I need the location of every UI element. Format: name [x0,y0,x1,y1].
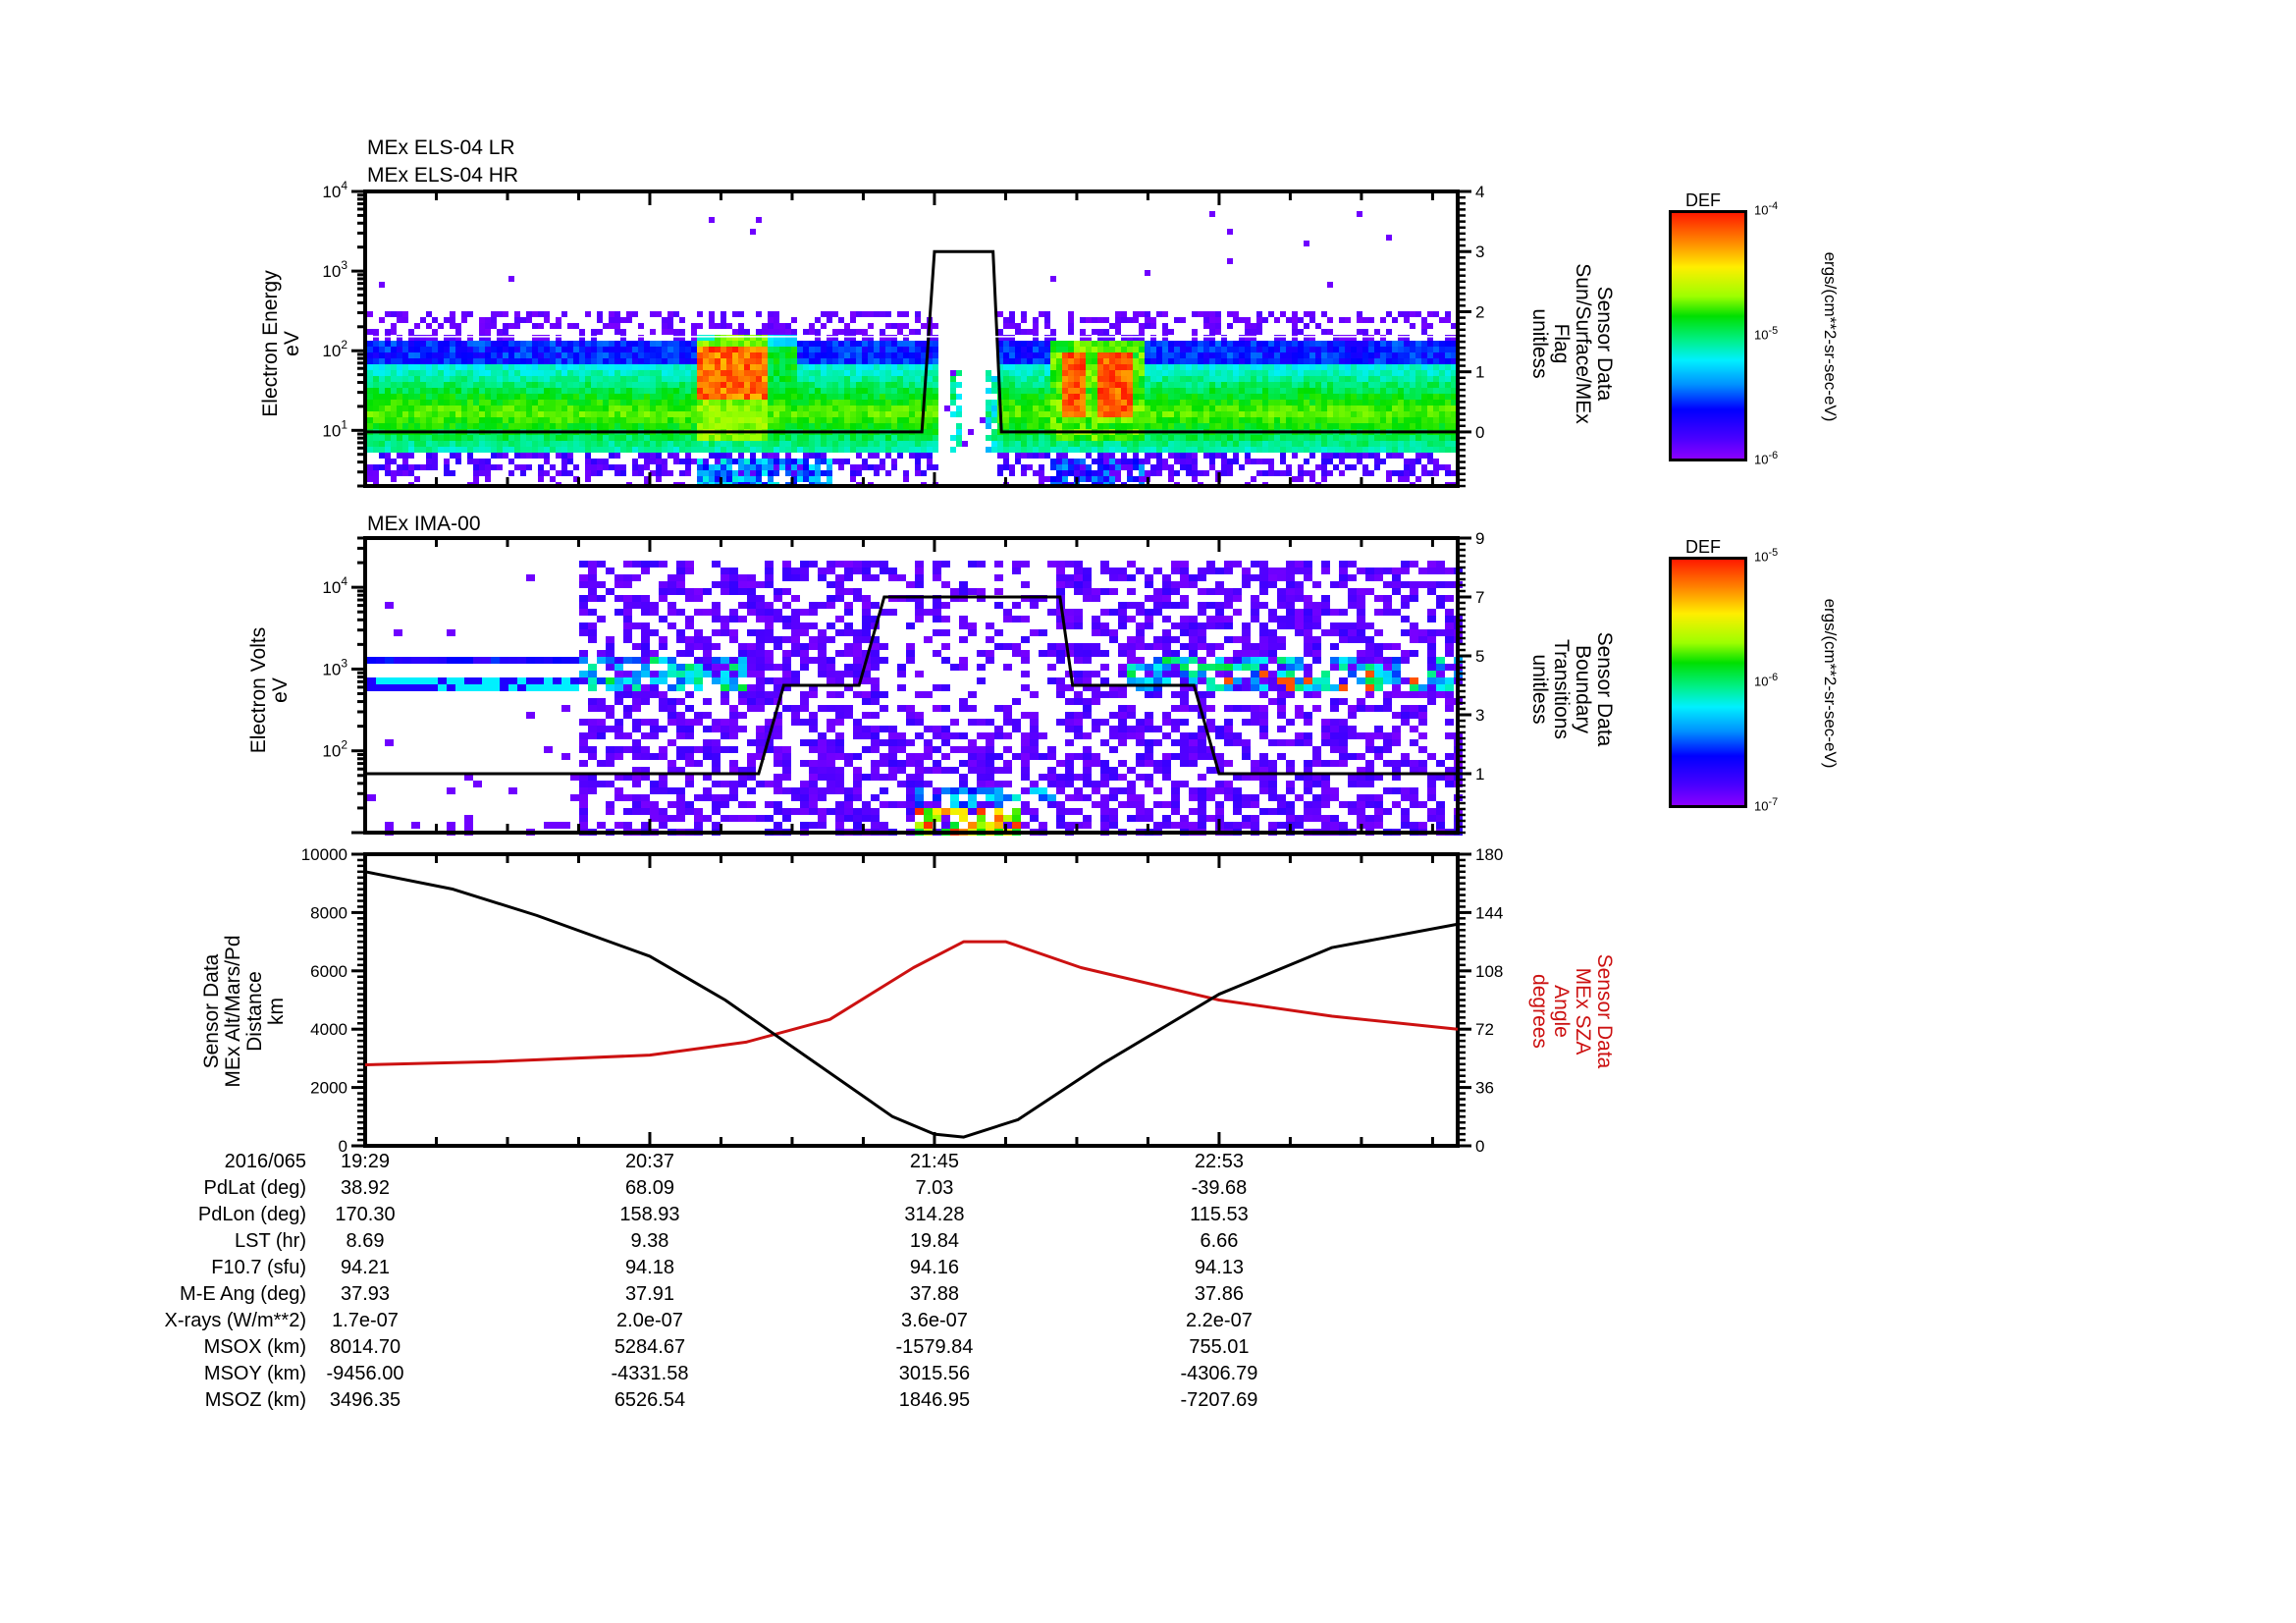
orbit-left-axis-label: Sensor Data MEx Alt/Mars/Pd Distance km [200,935,288,1088]
els-title-hr: MEx ELS-04 HR [367,164,519,187]
svg-text:102: 102 [322,338,347,360]
svg-text:4: 4 [1475,183,1484,201]
table-date-label: 2016/065 [224,1151,306,1172]
table-cell: 158.93 [619,1204,680,1225]
table-cell: 37.91 [624,1283,674,1305]
table-cell: 3496.35 [329,1389,401,1411]
table-cell: 37.88 [909,1283,959,1305]
ima-colorbar-title: DEF [1685,537,1721,557]
ima-title: MEx IMA-00 [367,513,481,535]
table-row-label: F10.7 (sfu) [211,1257,306,1278]
table-row-label: LST (hr) [235,1230,306,1252]
table-cell: 19.84 [909,1230,959,1252]
ima-colorbar-max: 10-5 [1754,547,1779,565]
table-cell: 38.92 [340,1177,391,1199]
table-cell: 94.21 [340,1257,391,1278]
ima-colorbar [1669,557,1747,808]
table-cell: 94.18 [624,1257,674,1278]
table-cell: 5284.67 [614,1336,686,1358]
els-right-axis-label: Sensor Data Sun/Surface/MEx Flag unitless [1528,263,1616,424]
table-cell: -4306.79 [1180,1363,1258,1384]
table-row-label: X-rays (W/m**2) [164,1310,306,1331]
table-cell: 68.09 [624,1177,674,1199]
orbit-right-axis-label: Sensor Data MEx SZA Angle degrees [1528,953,1616,1069]
table-cell: 314.28 [904,1204,965,1225]
table-row-label: MSOZ (km) [204,1389,306,1411]
table-cell: 3.6e-07 [901,1310,968,1331]
els-colorbar-min: 10-6 [1754,450,1779,467]
svg-text:3: 3 [1475,243,1484,261]
els-colorbar-title: DEF [1685,190,1721,210]
table-row-label: PdLat (deg) [203,1177,306,1199]
table-cell: 170.30 [335,1204,396,1225]
ima-colorbar-unit: ergs/(cm**2-sr-sec-eV) [1821,598,1840,769]
table-cell: -4331.58 [611,1363,689,1384]
table-row-label: MSOX (km) [203,1336,306,1358]
table-cell: -39.68 [1191,1177,1248,1199]
table-cell: 94.13 [1194,1257,1244,1278]
table-cell: -9456.00 [326,1363,404,1384]
svg-text:1: 1 [1475,363,1484,382]
table-cell: 2.0e-07 [616,1310,683,1331]
table-cell: 1.7e-07 [332,1310,399,1331]
table-row-label: M-E Ang (deg) [180,1283,306,1305]
table-cell: 8.69 [346,1230,385,1252]
ima-right-axis-label: Sensor Data Boundary Transitions unitless [1528,631,1616,747]
ima-left-axis-label: Electron Volts eV [247,626,292,754]
table-cell: 6526.54 [614,1389,686,1411]
table-row-label: MSOY (km) [203,1363,306,1384]
table-cell: 6.66 [1200,1230,1239,1252]
table-cell: 3015.56 [898,1363,971,1384]
svg-text:101: 101 [322,417,347,440]
table-cell: -7207.69 [1180,1389,1258,1411]
table-cell: 94.16 [909,1257,959,1278]
table-time-3: 22:53 [1194,1151,1244,1172]
table-cell: 37.86 [1194,1283,1244,1305]
table-row-label: PdLon (deg) [197,1204,306,1225]
table-cell: 2.2e-07 [1186,1310,1253,1331]
els-colorbar-unit: ergs/(cm**2-sr-sec-eV) [1821,251,1840,422]
ima-colorbar-min: 10-7 [1754,796,1779,814]
svg-text:0: 0 [1475,423,1484,442]
table-time-1: 20:37 [624,1151,674,1172]
table-cell: 8014.70 [329,1336,401,1358]
table-cell: 1846.95 [898,1389,971,1411]
table-cell: 9.38 [630,1230,669,1252]
els-left-axis-label: Electron Energy eV [259,270,303,417]
ima-colorbar-mid: 10-6 [1754,672,1779,689]
els-colorbar-max: 10-4 [1754,200,1779,218]
svg-text:2: 2 [1475,302,1484,321]
table-time-0: 19:29 [340,1151,391,1172]
table-cell: -1579.84 [895,1336,974,1358]
table-time-2: 21:45 [909,1151,959,1172]
els-colorbar-mid: 10-5 [1754,325,1779,343]
els-title-lr: MEx ELS-04 LR [367,136,515,159]
els-colorbar [1669,210,1747,461]
table-cell: 7.03 [915,1177,954,1199]
table-cell: 115.53 [1190,1204,1249,1225]
table-cell: 37.93 [340,1283,391,1305]
svg-text:103: 103 [322,258,347,281]
table-cell: 755.01 [1189,1336,1250,1358]
svg-text:104: 104 [322,179,347,201]
